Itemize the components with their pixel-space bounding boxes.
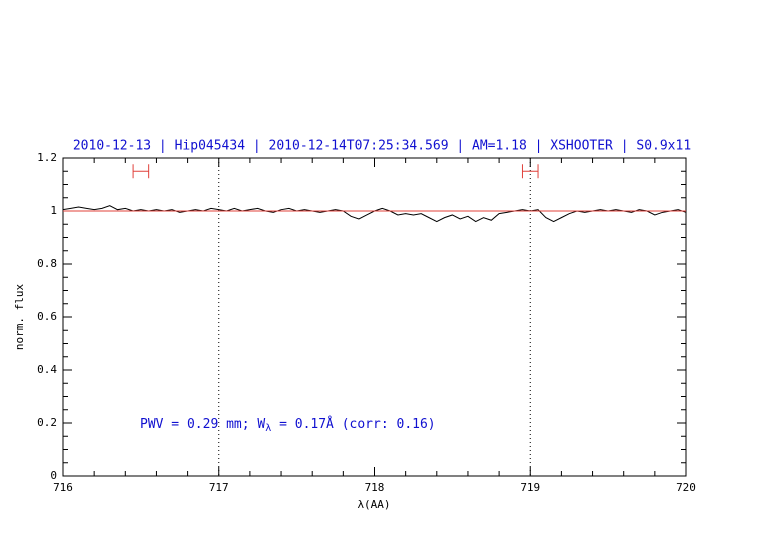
x-tick-label: 720 [676, 481, 696, 494]
y-tick-label: 0 [50, 469, 57, 482]
y-tick-label: 0.6 [37, 310, 57, 323]
x-tick-label: 718 [365, 481, 385, 494]
annotation-part: PWV = 0.29 mm; W [140, 417, 265, 432]
annotation: PWV = 0.29 mm; Wλ = 0.17Å (corr: 0.16) [140, 416, 436, 435]
chart-title: 2010-12-13 | Hip045434 | 2010-12-14T07:2… [73, 139, 691, 154]
annotation-part: = 0.17Å (corr: 0.16) [271, 416, 435, 432]
x-axis-label: λ(AA) [357, 498, 390, 511]
y-tick-label: 0.4 [37, 363, 57, 376]
y-tick-label: 0.8 [37, 257, 57, 270]
y-axis-label: norm. flux [13, 284, 26, 351]
spectrum-line [62, 205, 687, 223]
annotation-subscript: λ [265, 423, 271, 434]
y-tick-label: 1 [50, 204, 57, 217]
x-tick-label: 719 [520, 481, 540, 494]
y-tick-label: 0.2 [37, 416, 57, 429]
x-tick-label: 717 [209, 481, 229, 494]
y-tick-label: 1.2 [37, 151, 57, 164]
x-tick-label: 716 [53, 481, 73, 494]
